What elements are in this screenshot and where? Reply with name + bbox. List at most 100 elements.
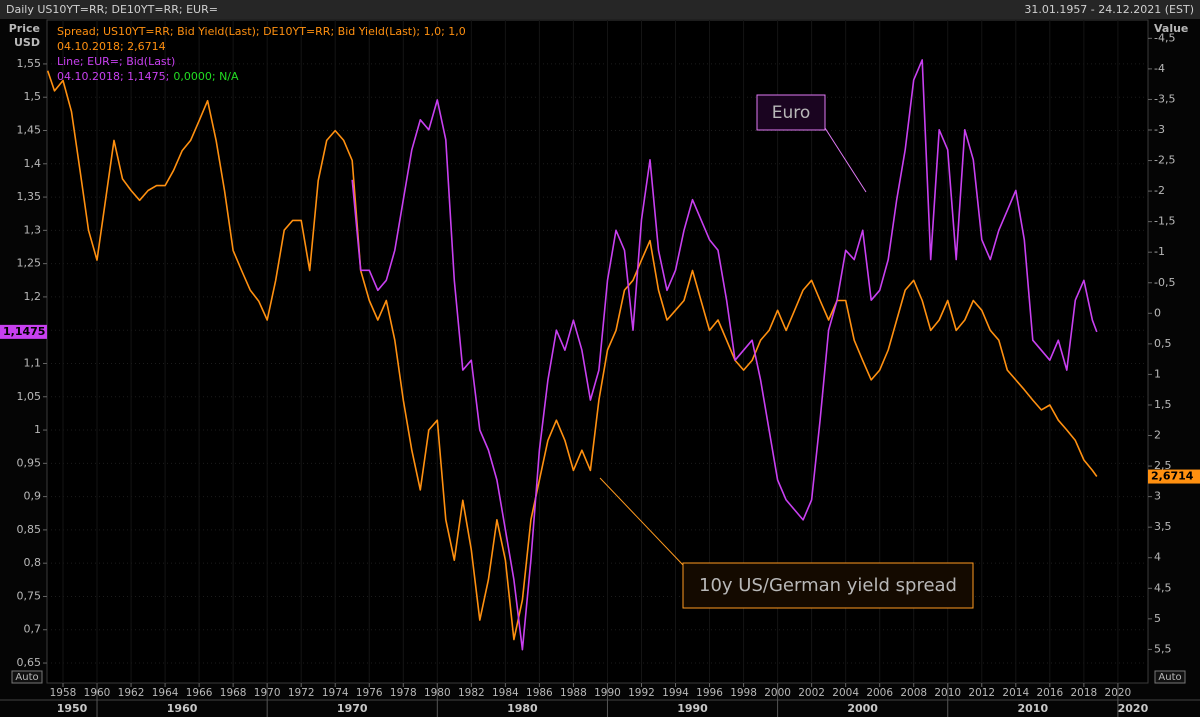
- x-tick-label: 1962: [118, 687, 145, 699]
- y-tick-label: 1,45: [17, 124, 42, 137]
- decade-label: 1980: [507, 702, 538, 715]
- x-tick-label: 2012: [968, 687, 995, 699]
- y2-tick-label: 4: [1154, 551, 1161, 564]
- y-tick-label: 0,7: [24, 623, 42, 636]
- y2-tick-label: 0: [1154, 306, 1161, 319]
- legend-detail: 04.10.2018; 2,6714: [57, 40, 166, 53]
- legend-detail: 04.10.2018; 1,1475;: [57, 70, 169, 83]
- y2-tick-label: -3: [1154, 123, 1165, 136]
- y-tick-label: 1,3: [24, 223, 42, 236]
- x-tick-label: 2002: [798, 687, 825, 699]
- x-tick-label: 1996: [696, 687, 723, 699]
- last-value-label: 1,1475: [3, 325, 45, 338]
- y2-tick-label: 3,5: [1154, 520, 1172, 533]
- x-tick-label: 1998: [730, 687, 757, 699]
- x-tick-label: 1982: [458, 687, 485, 699]
- y-tick-label: 1,2: [24, 290, 42, 303]
- x-tick-label: 1978: [390, 687, 417, 699]
- y2-tick-label: -1: [1154, 245, 1165, 258]
- x-tick-label: 1988: [560, 687, 587, 699]
- annotation-box: [756, 94, 826, 131]
- x-tick-label: 2006: [866, 687, 893, 699]
- axis-mode-button[interactable]: [1154, 670, 1186, 684]
- annotation-box: [682, 562, 974, 609]
- y2-tick-label: 1: [1154, 367, 1161, 380]
- decade-label: 1960: [167, 702, 198, 715]
- legend-entry: Spread; US10YT=RR; Bid Yield(Last); DE10…: [57, 25, 466, 38]
- y2-tick-label: 5,5: [1154, 642, 1172, 655]
- x-tick-label: 1968: [220, 687, 247, 699]
- annotation-leader: [599, 477, 684, 566]
- y2-tick-label: -0,5: [1154, 276, 1175, 289]
- y2-tick-label: 1,5: [1154, 398, 1172, 411]
- annotation: Euro: [772, 103, 811, 123]
- decade-label: 1950: [57, 702, 88, 715]
- x-tick-label: 2004: [832, 687, 859, 699]
- x-tick-label: 1992: [628, 687, 655, 699]
- axis-mode-label: Auto: [1158, 672, 1181, 683]
- y-tick-label: 0,95: [17, 456, 42, 469]
- y2-tick-label: 2: [1154, 429, 1161, 442]
- decade-label: 2000: [847, 702, 878, 715]
- y2-axis-title: Value: [1154, 22, 1188, 35]
- series-lines: [46, 59, 1098, 651]
- y2-tick-label: -2: [1154, 184, 1165, 197]
- decade-label: 2020: [1118, 702, 1149, 715]
- y-tick-label: 0,75: [17, 589, 42, 602]
- legend-entry: Line; EUR=; Bid(Last): [57, 55, 175, 68]
- y2-tick-label: -2,5: [1154, 154, 1175, 167]
- y-tick-label: 0,8: [24, 556, 42, 569]
- last-value-flag: [1148, 469, 1200, 484]
- date-range: 31.01.1957 - 24.12.2021 (EST): [1024, 3, 1194, 16]
- y-tick-label: 0,65: [17, 656, 42, 669]
- y-tick-label: 1,55: [17, 57, 42, 70]
- x-tick-label: 1976: [356, 687, 383, 699]
- x-tick-label: 1994: [662, 687, 689, 699]
- y2-tick-label: -4: [1154, 62, 1165, 75]
- x-tick-label: 2018: [1070, 687, 1097, 699]
- y-axis-title: Price: [9, 22, 40, 35]
- y2-tick-label: 5: [1154, 612, 1161, 625]
- y2-tick-label: 3: [1154, 490, 1161, 503]
- x-tick-label: 1986: [526, 687, 553, 699]
- x-tick-label: 1958: [50, 687, 77, 699]
- last-value-label: 2,6714: [1151, 470, 1194, 483]
- series-line: [46, 70, 1098, 641]
- y-tick-label: 1,25: [17, 257, 42, 270]
- y-tick-label: 1,4: [24, 157, 42, 170]
- x-tick-label: 1984: [492, 687, 519, 699]
- x-tick-label: 1974: [322, 687, 349, 699]
- annotation-leader: [824, 127, 867, 193]
- axis-mode-label: Auto: [15, 672, 38, 683]
- x-tick-label: 1964: [152, 687, 179, 699]
- x-tick-label: 2016: [1036, 687, 1063, 699]
- y2-tick-label: -4,5: [1154, 31, 1175, 44]
- y-tick-label: 1,35: [17, 190, 42, 203]
- annotation: 10y US/German yield spread: [699, 575, 957, 596]
- decade-label: 1990: [677, 702, 708, 715]
- y2-tick-label: 2,5: [1154, 459, 1172, 472]
- legend-detail-extra: 0,0000; N/A: [173, 70, 239, 83]
- x-tick-label: 1972: [288, 687, 315, 699]
- y-tick-label: 1: [34, 423, 41, 436]
- header-bar: [0, 0, 1200, 19]
- y-tick-label: 0,9: [24, 490, 42, 503]
- y2-tick-label: -1,5: [1154, 215, 1175, 228]
- y-tick-label: 0,85: [17, 523, 42, 536]
- y-tick-label: 1,05: [17, 390, 42, 403]
- y-tick-label: 1,1: [24, 356, 42, 369]
- y2-tick-label: 4,5: [1154, 581, 1172, 594]
- axis-mode-button[interactable]: [11, 670, 43, 684]
- chart-title: Daily US10YT=RR; DE10YT=RR; EUR=: [6, 3, 218, 16]
- y-axis-title: USD: [14, 36, 40, 49]
- x-tick-label: 1966: [186, 687, 213, 699]
- last-value-flag: [0, 324, 47, 339]
- series-line: [351, 59, 1098, 651]
- decade-label: 1970: [337, 702, 368, 715]
- y2-tick-label: 0,5: [1154, 337, 1172, 350]
- x-tick-label: 2014: [1002, 687, 1029, 699]
- y2-tick-label: -3,5: [1154, 92, 1175, 105]
- decade-label: 2010: [1018, 702, 1049, 715]
- y-tick-label: 1,5: [24, 90, 42, 103]
